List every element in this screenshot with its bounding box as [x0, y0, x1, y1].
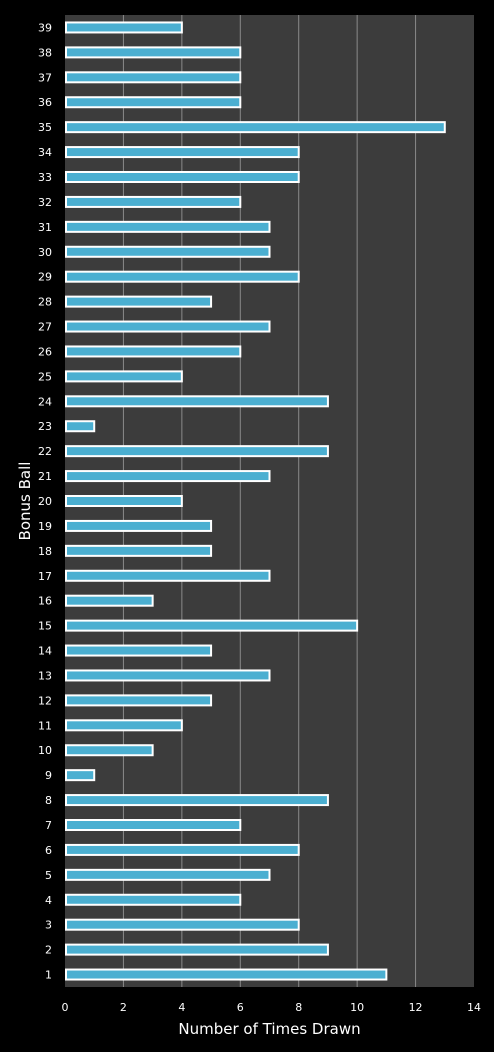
y-tick-label-9: 9 [45, 769, 52, 782]
bar-bonus-ball-23 [65, 420, 96, 433]
bar-bonus-ball-2 [65, 943, 329, 956]
y-tick-label-4: 4 [45, 894, 52, 907]
y-tick-label-24: 24 [38, 395, 52, 408]
x-axis-title: Number of Times Drawn [178, 1020, 360, 1038]
y-tick-label-18: 18 [38, 545, 52, 558]
y-tick-label-17: 17 [38, 570, 52, 583]
bar-bonus-ball-25 [65, 370, 183, 383]
x-tick-label-2: 2 [120, 1001, 127, 1014]
bar-bonus-ball-20 [65, 495, 183, 507]
y-tick-label-3: 3 [45, 919, 52, 932]
x-tick-labels: 0 2 4 6 8 10 12 14 [62, 1001, 482, 1014]
y-tick-label-1: 1 [45, 969, 52, 982]
bar-bonus-ball-11 [65, 719, 183, 732]
y-tick-label-38: 38 [38, 46, 52, 59]
y-tick-label-26: 26 [38, 345, 52, 358]
bar-bonus-ball-8 [65, 794, 329, 807]
bar-bonus-ball-10 [65, 744, 154, 757]
x-tick-label-12: 12 [409, 1001, 423, 1014]
bar-bonus-ball-38 [65, 46, 242, 59]
y-tick-label-37: 37 [38, 71, 52, 84]
x-tick-label-0: 0 [62, 1001, 69, 1014]
y-tick-label-8: 8 [45, 794, 52, 807]
y-tick-label-28: 28 [38, 296, 52, 309]
bar-bonus-ball-19 [65, 519, 213, 532]
y-tick-label-33: 33 [38, 171, 52, 184]
bar-bonus-ball-39 [65, 21, 183, 34]
y-tick-label-19: 19 [38, 520, 52, 533]
bar-bonus-ball-32 [65, 195, 242, 208]
y-tick-label-21: 21 [38, 470, 52, 483]
bar-bonus-ball-30 [65, 245, 271, 258]
bar-bonus-ball-14 [65, 644, 213, 657]
bar-bonus-ball-37 [65, 71, 242, 84]
bar-bonus-ball-13 [65, 669, 271, 682]
bar-bonus-ball-24 [65, 395, 329, 408]
bars [65, 21, 446, 981]
y-tick-label-15: 15 [38, 620, 52, 633]
bar-bonus-ball-26 [65, 345, 242, 358]
y-tick-label-35: 35 [38, 121, 52, 134]
bar-bonus-ball-29 [65, 270, 300, 283]
bar-bonus-ball-16 [65, 594, 154, 607]
y-tick-labels: 1234567891011121314151617181920212223242… [38, 21, 52, 981]
bar-bonus-ball-3 [65, 918, 300, 931]
y-tick-label-31: 31 [38, 221, 52, 234]
y-tick-label-10: 10 [38, 744, 52, 757]
bar-bonus-ball-34 [65, 146, 300, 159]
bar-bonus-ball-35 [65, 121, 446, 134]
y-tick-label-12: 12 [38, 694, 52, 707]
y-tick-label-20: 20 [38, 495, 52, 508]
bar-bonus-ball-27 [65, 320, 271, 333]
bar-bonus-ball-1 [65, 968, 388, 981]
y-tick-label-2: 2 [45, 944, 52, 957]
y-tick-label-5: 5 [45, 869, 52, 882]
y-tick-label-6: 6 [45, 844, 52, 857]
y-tick-label-13: 13 [38, 669, 52, 682]
y-tick-label-34: 34 [38, 146, 52, 159]
bar-bonus-ball-5 [65, 868, 271, 881]
bar-bonus-ball-4 [65, 893, 242, 906]
y-tick-label-14: 14 [38, 645, 52, 658]
y-tick-label-27: 27 [38, 321, 52, 334]
bar-bonus-ball-15 [65, 619, 359, 632]
bar-bonus-ball-9 [65, 769, 96, 782]
y-tick-label-36: 36 [38, 96, 52, 109]
x-tick-label-4: 4 [178, 1001, 185, 1014]
x-tick-label-6: 6 [237, 1001, 244, 1014]
bar-bonus-ball-28 [65, 295, 213, 308]
bar-bonus-ball-12 [65, 694, 213, 707]
bar-bonus-ball-22 [65, 445, 329, 458]
bar-bonus-ball-7 [65, 819, 242, 831]
x-tick-label-10: 10 [350, 1001, 364, 1014]
y-tick-label-32: 32 [38, 196, 52, 209]
bar-bonus-ball-36 [65, 96, 242, 109]
bar-bonus-ball-18 [65, 544, 213, 557]
x-tick-label-8: 8 [295, 1001, 302, 1014]
y-tick-label-16: 16 [38, 595, 52, 608]
y-tick-label-39: 39 [38, 21, 52, 34]
y-tick-label-25: 25 [38, 370, 52, 383]
x-tick-label-14: 14 [467, 1001, 481, 1014]
y-tick-label-22: 22 [38, 445, 52, 458]
bar-bonus-ball-21 [65, 470, 271, 483]
y-tick-label-7: 7 [45, 819, 52, 832]
y-tick-label-30: 30 [38, 246, 52, 259]
bar-bonus-ball-31 [65, 220, 271, 233]
bar-bonus-ball-33 [65, 171, 300, 183]
y-axis-title: Bonus Ball [16, 462, 34, 541]
y-tick-label-29: 29 [38, 271, 52, 284]
bar-bonus-ball-6 [65, 843, 300, 856]
y-tick-label-23: 23 [38, 420, 52, 433]
bar-bonus-ball-17 [65, 569, 271, 582]
y-tick-label-11: 11 [38, 719, 52, 732]
